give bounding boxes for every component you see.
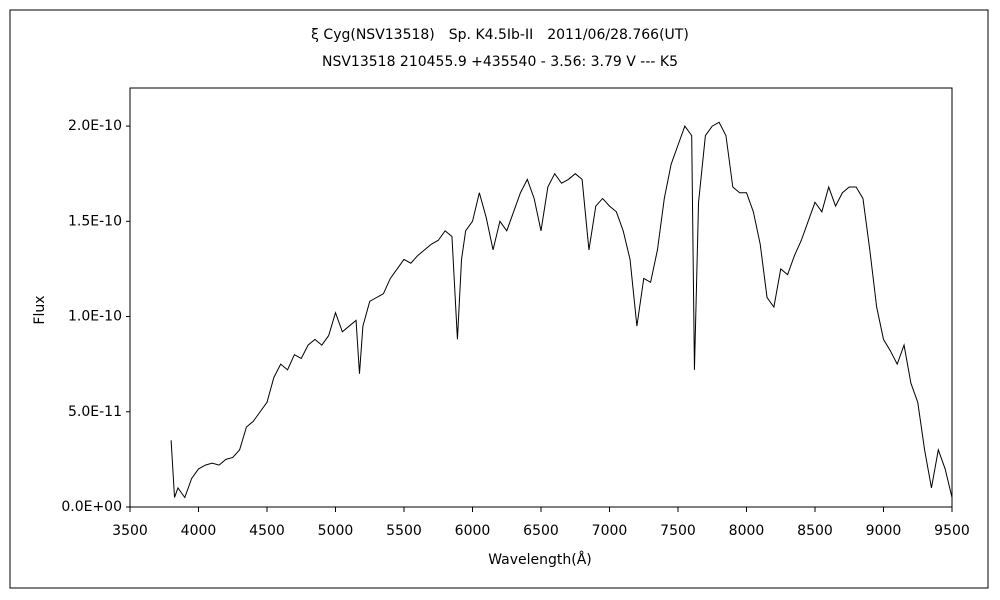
x-tick-label: 9000 [866, 523, 902, 539]
y-axis-label: Flux [32, 295, 48, 324]
x-tick-label: 4500 [249, 523, 285, 539]
x-tick-label: 5500 [386, 523, 422, 539]
x-tick-label: 9500 [934, 523, 970, 539]
x-tick-label: 8000 [729, 523, 765, 539]
chart-frame [9, 9, 989, 589]
x-tick-label: 5000 [318, 523, 354, 539]
x-tick-label: 7500 [660, 523, 696, 539]
chart-title: ξ Cyg(NSV13518) Sp. K4.5Ib-II 2011/06/28… [311, 27, 689, 43]
y-tick-label: 1.5E-10 [68, 213, 122, 229]
x-tick-label: 3500 [112, 523, 148, 539]
chart-subtitle: NSV13518 210455.9 +435540 - 3.56: 3.79 V… [322, 54, 678, 70]
x-tick-label: 6500 [523, 523, 559, 539]
x-tick-label: 7000 [592, 523, 628, 539]
y-tick-label: 2.0E-10 [68, 118, 122, 134]
y-tick-label: 5.0E-11 [68, 404, 122, 420]
spectrum-line [170, 121, 953, 499]
y-tick-label: 1.0E-10 [68, 309, 122, 325]
x-tick-label: 4000 [181, 523, 217, 539]
y-tick-label: 0.0E+00 [61, 499, 122, 515]
x-tick-label: 6000 [455, 523, 491, 539]
x-tick-label: 8500 [797, 523, 833, 539]
x-axis-label: Wavelength(Å) [488, 551, 592, 568]
plot-frame [129, 87, 953, 508]
